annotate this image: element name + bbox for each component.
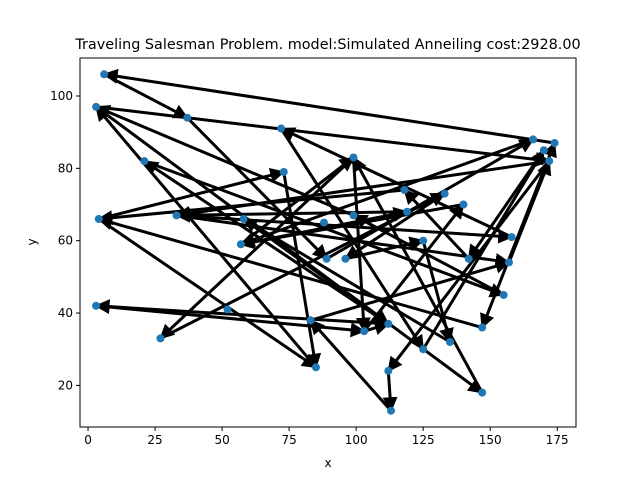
tour-arrow xyxy=(242,217,451,344)
tour-arrow xyxy=(352,156,484,394)
city-point xyxy=(419,236,428,245)
tour-arrow xyxy=(467,149,546,261)
x-tick-label: 75 xyxy=(281,433,296,447)
city-point xyxy=(464,254,473,263)
city-point xyxy=(478,388,487,397)
tour-arrow xyxy=(240,206,409,246)
tour-arrow xyxy=(421,240,454,344)
tour-arrow xyxy=(159,156,355,340)
tour-arrow xyxy=(344,192,446,261)
x-axis-label: x xyxy=(324,456,331,470)
city-point xyxy=(545,157,554,166)
city-point xyxy=(360,327,369,336)
x-tick-label: 50 xyxy=(214,433,229,447)
tour-arrow xyxy=(94,299,389,326)
city-point xyxy=(322,254,331,263)
city-point xyxy=(507,233,516,242)
city-point xyxy=(529,135,538,144)
y-tick-label: 20 xyxy=(58,378,73,392)
tour-arrow xyxy=(97,188,405,226)
tour-arrow xyxy=(186,116,328,260)
tour-arrow xyxy=(102,68,555,145)
y-axis-label: y xyxy=(25,238,39,245)
y-axis-ticks: 20 40 60 80 100 xyxy=(50,89,80,392)
city-point xyxy=(539,146,548,155)
city-point xyxy=(478,323,487,332)
city-point xyxy=(403,207,412,216)
city-point xyxy=(236,240,245,249)
tour-arrow xyxy=(97,215,483,329)
x-tick-label: 100 xyxy=(345,433,368,447)
x-tick-label: 150 xyxy=(479,433,502,447)
x-tick-label: 125 xyxy=(412,433,435,447)
tour-arrow xyxy=(387,160,551,373)
city-point xyxy=(172,211,181,220)
plot-background xyxy=(80,58,576,427)
tour-arrow xyxy=(480,142,556,329)
city-point xyxy=(100,70,109,79)
city-point xyxy=(349,211,358,220)
tour-arrow xyxy=(95,105,484,394)
tour-arrow xyxy=(382,370,398,413)
tour-paths xyxy=(94,68,557,413)
tour-arrow xyxy=(143,159,390,326)
tour-arrow xyxy=(363,203,465,333)
tour-arrow xyxy=(279,127,513,239)
city-point xyxy=(92,301,101,310)
tour-arrow xyxy=(175,207,408,223)
y-tick-label: 80 xyxy=(58,161,73,175)
city-point xyxy=(140,157,149,166)
tour-arrow xyxy=(95,105,551,167)
city-point xyxy=(419,345,428,354)
y-tick-label: 40 xyxy=(58,306,73,320)
city-point xyxy=(349,153,358,162)
plot-area xyxy=(79,57,577,428)
chart-title: Traveling Salesman Problem. model:Simula… xyxy=(74,37,580,53)
city-point xyxy=(306,316,315,325)
x-tick-label: 0 xyxy=(84,433,92,447)
city-point xyxy=(311,363,320,372)
city-point xyxy=(94,214,103,223)
tour-arrow xyxy=(98,168,286,221)
city-point xyxy=(550,139,559,148)
city-point xyxy=(400,186,409,195)
city-point xyxy=(277,124,286,133)
x-tick-label: 175 xyxy=(546,433,569,447)
city-point xyxy=(499,290,508,299)
city-point xyxy=(223,305,232,314)
city-point xyxy=(341,254,350,263)
city-point xyxy=(504,258,513,267)
city-point xyxy=(239,214,248,223)
city-point xyxy=(440,189,449,198)
tour-arrow xyxy=(97,217,318,369)
city-point xyxy=(279,167,288,176)
city-point xyxy=(459,200,468,209)
city-point xyxy=(319,218,328,227)
tour-arrow xyxy=(403,188,470,260)
city-point xyxy=(183,113,192,122)
tour-arrow xyxy=(176,213,511,268)
tour-arrow xyxy=(310,258,511,322)
city-point xyxy=(387,406,396,415)
city-point xyxy=(156,334,165,343)
x-tick-label: 25 xyxy=(147,433,162,447)
tour-arrow xyxy=(345,236,425,261)
tour-arrow xyxy=(242,217,390,326)
plot-frame xyxy=(79,57,577,428)
city-point xyxy=(384,366,393,375)
y-tick-label: 60 xyxy=(58,234,73,248)
tour-arrow xyxy=(103,72,189,120)
city-points xyxy=(92,70,559,415)
city-point xyxy=(92,102,101,111)
city-point xyxy=(384,319,393,328)
tour-arrow xyxy=(309,319,393,412)
city-point xyxy=(445,337,454,346)
y-tick-label: 100 xyxy=(50,89,73,103)
x-axis-ticks: 0 25 50 75 100 125 150 175 xyxy=(84,427,569,447)
